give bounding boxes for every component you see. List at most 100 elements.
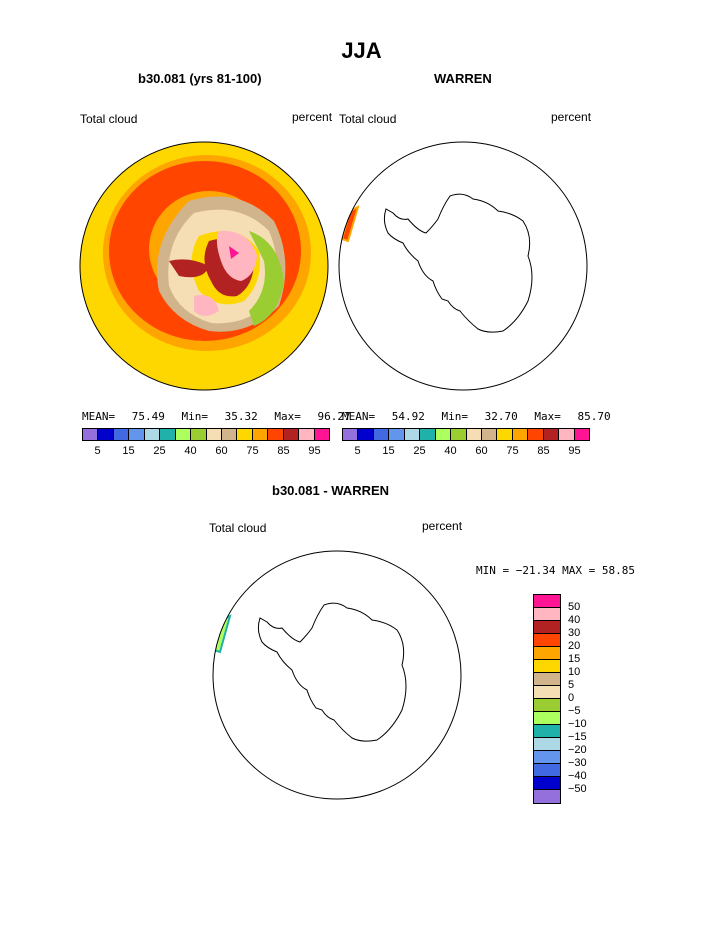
colorbar-tick-label: 5 [354,445,361,457]
colorbar-swatch [343,429,359,440]
colorbar-tick-label: 85 [277,445,290,457]
colorbar-swatch [160,429,176,440]
colorbar-swatch [129,429,145,440]
colorbar-tick-label: 75 [246,445,259,457]
colorbar-tick-label: −50 [568,783,587,795]
colorbar-swatch [534,595,560,608]
colorbar-swatch [206,429,222,440]
left-model-map [79,141,329,391]
colorbar-swatch [534,777,560,790]
colorbar-tick-label: −20 [568,744,587,756]
right-max-value: 85.70 [577,410,611,423]
colorbar-tick-label: 50 [568,601,581,613]
colorbar-tick-label: 40 [568,614,581,626]
colorbar-tick-label: 5 [94,445,101,457]
right-colorbar [342,428,590,441]
colorbar-swatch [314,429,329,440]
left-units-label: percent [292,110,333,124]
colorbar-swatch [534,634,560,647]
colorbar-tick-label: 25 [413,445,426,457]
colorbar-swatch [534,686,560,699]
colorbar-swatch [534,751,560,764]
left-panel-title: b30.081 (yrs 81-100) [138,71,262,86]
left-max-label: Max= [274,410,301,423]
right-variable-label: Total cloud [339,112,397,126]
colorbar-tick-label: 15 [382,445,395,457]
colorbar-tick-label: 85 [537,445,550,457]
colorbar-swatch [404,429,421,440]
colorbar-tick-label: 95 [308,445,321,457]
colorbar-tick-label: 40 [444,445,457,457]
diff-minmax: MIN = −21.34 MAX = 58.85 [476,564,635,577]
colorbar-tick-label: 20 [568,640,581,652]
colorbar-swatch [534,712,560,725]
colorbar-swatch [534,660,560,673]
colorbar-swatch [389,429,405,440]
left-mean-value: 75.49 [131,410,165,423]
diff-colorbar [533,594,561,804]
colorbar-swatch [534,673,560,686]
left-max-value: 96.27 [317,410,351,423]
colorbar-swatch [83,429,99,440]
right-stats: MEAN= 54.92 Min= 32.70 Max= 85.70 [342,410,611,423]
antarctica-outline [383,193,533,333]
colorbar-tick-label: −30 [568,757,587,769]
diff-variable-label: Total cloud [209,521,267,535]
colorbar-swatch [144,429,161,440]
colorbar-swatch [420,429,436,440]
colorbar-swatch [191,429,207,440]
colorbar-swatch [534,738,560,751]
colorbar-swatch [113,429,130,440]
diff-units-label: percent [422,519,463,533]
colorbar-swatch [574,429,589,440]
main-title: JJA [341,38,382,63]
right-panel-title: WARREN [434,71,492,86]
right-min-label: Min= [441,410,469,423]
colorbar-swatch [435,429,452,440]
colorbar-tick-label: 95 [568,445,581,457]
right-units-label: percent [551,110,592,124]
colorbar-tick-label: 30 [568,627,581,639]
colorbar-tick-label: 0 [568,692,575,704]
colorbar-swatch [481,429,498,440]
colorbar-swatch [497,429,513,440]
colorbar-swatch [559,429,575,440]
colorbar-swatch [451,429,467,440]
colorbar-swatch [466,429,482,440]
colorbar-tick-label: 60 [215,445,228,457]
diff-panel-title: b30.081 - WARREN [272,483,390,498]
colorbar-swatch [268,429,284,440]
colorbar-tick-label: 15 [122,445,135,457]
colorbar-swatch [543,429,560,440]
left-colorbar [82,428,330,441]
diff-map [212,550,462,800]
colorbar-tick-label: 75 [506,445,519,457]
colorbar-swatch [534,764,560,777]
colorbar-swatch [534,699,560,712]
colorbar-tick-label: −5 [568,705,581,717]
colorbar-swatch [283,429,300,440]
antarctica-outline-diff [257,602,407,742]
colorbar-tick-label: 60 [475,445,488,457]
colorbar-swatch [237,429,253,440]
colorbar-swatch [512,429,529,440]
right-obs-map [338,141,588,391]
right-max-label: Max= [534,410,561,423]
left-min-label: Min= [181,410,209,423]
colorbar-tick-label: 10 [568,666,581,678]
left-variable-label: Total cloud [80,112,138,126]
colorbar-swatch [358,429,374,440]
colorbar-swatch [252,429,269,440]
left-stats: MEAN= 75.49 Min= 35.32 Max= 96.27 [82,410,351,423]
colorbar-tick-label: −10 [568,718,587,730]
left-min-value: 35.32 [224,410,258,423]
colorbar-tick-label: 15 [568,653,581,665]
right-min-value: 32.70 [484,410,518,423]
colorbar-tick-label: 5 [568,679,575,691]
colorbar-tick-label: 40 [184,445,197,457]
colorbar-swatch [175,429,192,440]
right-mean-label: MEAN= [342,410,376,423]
colorbar-swatch [373,429,390,440]
colorbar-swatch [299,429,315,440]
colorbar-swatch [534,725,560,738]
